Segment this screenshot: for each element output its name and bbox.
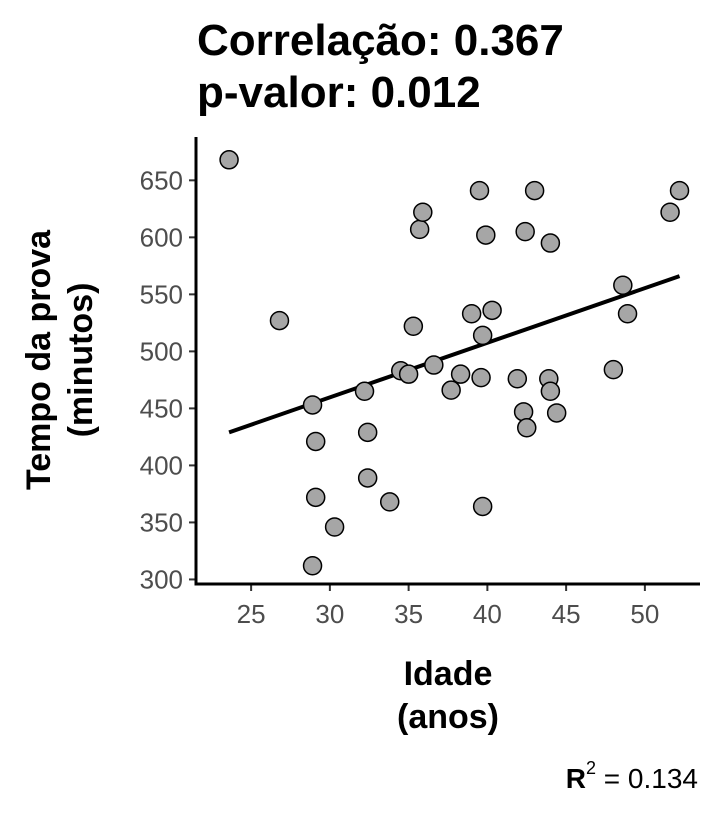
data-point (354, 381, 375, 402)
data-point (269, 310, 290, 331)
data-point (613, 275, 633, 295)
y-axis-ticks: 300 350 400 450 500 550 600 650 (140, 165, 196, 594)
data-point (517, 418, 537, 438)
data-point (515, 221, 535, 242)
data-point (507, 368, 528, 389)
chart-title: Correlação: 0.367 (197, 16, 564, 65)
data-point (471, 367, 491, 388)
data-point (379, 492, 400, 512)
r2-symbol: R (566, 763, 586, 794)
data-point (403, 316, 424, 337)
y-tick-label: 400 (140, 450, 183, 480)
data-point (357, 468, 378, 488)
r2-value: = 0.134 (596, 763, 698, 794)
data-point (469, 180, 490, 201)
x-tick-label: 25 (237, 599, 266, 629)
data-point (669, 180, 690, 201)
data-point (524, 180, 545, 201)
y-tick-label: 650 (140, 165, 183, 195)
data-point (540, 381, 561, 402)
data-point (441, 380, 461, 400)
x-tick-label: 30 (315, 599, 344, 629)
x-tick-label: 40 (473, 599, 502, 629)
data-point (302, 395, 323, 415)
y-tick-label: 600 (140, 222, 183, 252)
data-point (540, 233, 561, 253)
data-point (450, 364, 471, 384)
data-point (546, 403, 567, 423)
data-point (461, 303, 482, 324)
regression-line (228, 274, 681, 435)
data-point (472, 496, 493, 517)
x-axis-ticks: 25 30 35 40 45 50 (237, 584, 659, 629)
y-axis-title-line2: (minutos) (62, 283, 100, 438)
x-tick-label: 35 (394, 599, 423, 629)
y-tick-label: 500 (140, 336, 183, 366)
data-point (513, 402, 534, 422)
data-point (324, 517, 345, 537)
trendline-layer (228, 274, 681, 435)
data-point (424, 355, 444, 375)
x-tick-label: 45 (552, 599, 581, 629)
data-points (219, 150, 690, 576)
data-point (357, 422, 378, 443)
y-tick-label: 450 (140, 393, 183, 423)
data-point (472, 325, 493, 346)
data-point (302, 556, 323, 576)
data-point (482, 300, 502, 321)
y-tick-label: 550 (140, 279, 183, 309)
data-point (660, 202, 680, 223)
data-point (413, 202, 433, 223)
chart-subtitle: p-valor: 0.012 (197, 68, 481, 117)
data-point (219, 150, 239, 170)
data-point (476, 225, 496, 245)
data-point (305, 487, 326, 508)
r-squared-annotation: R2 = 0.134 (566, 758, 698, 794)
axis-lines (194, 137, 700, 586)
data-point (409, 219, 430, 240)
y-tick-label: 350 (140, 507, 183, 537)
data-point (305, 431, 326, 452)
x-axis-title-line1: Idade (404, 655, 493, 693)
x-axis-title-line2: (anos) (397, 698, 499, 736)
r2-exponent: 2 (586, 758, 596, 778)
data-point (398, 364, 419, 384)
y-axis-title-line1: Tempo da prova (20, 229, 58, 490)
x-tick-label: 50 (630, 599, 659, 629)
data-point (603, 359, 624, 380)
data-point (617, 303, 638, 324)
y-tick-label: 300 (140, 564, 183, 594)
